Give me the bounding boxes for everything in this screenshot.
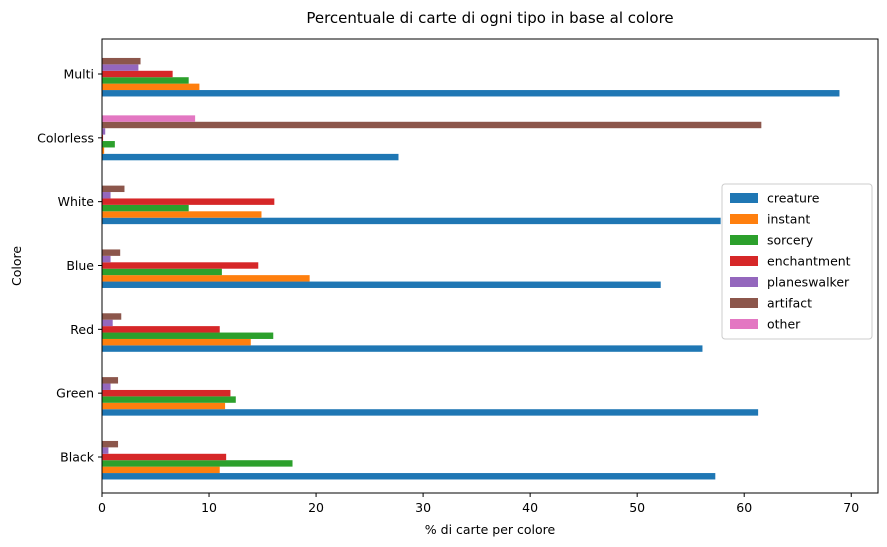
y-tick-label-blue: Blue [66,258,94,273]
bar-black-planeswalker [102,447,109,454]
x-tick-label: 30 [415,500,431,515]
bar-white-enchantment [102,198,275,205]
x-tick-label: 70 [843,500,859,515]
legend: creature instant sorcery enchantment planesw… [721,183,873,340]
bar-white-sorcery [102,204,189,212]
x-tick-label: 0 [98,500,106,515]
bar-colorless-artifact [102,121,762,129]
bar-red-creature [102,345,703,352]
bar-green-enchantment [102,389,231,397]
x-tick-label: 40 [522,500,538,515]
legend-box [721,183,873,340]
bar-blue-instant [102,275,310,282]
bars-group [102,57,840,480]
legend-swatch-other [730,319,758,329]
legend-swatch-instant [730,214,758,224]
bar-red-enchantment [102,326,220,333]
y-tick-label-red: Red [70,322,94,337]
bar-black-instant [102,466,220,474]
legend-label-other: other [767,317,801,332]
bar-white-planeswalker [102,192,111,199]
y-axis-ticks: Black Green Red Blue White Colorless Multi [37,67,102,465]
bar-multi-sorcery [102,77,189,84]
bar-green-sorcery [102,396,236,403]
legend-swatch-artifact [730,298,758,308]
bar-white-artifact [102,185,125,193]
y-axis-label: Colore [9,246,24,286]
bar-multi-creature [102,90,840,97]
bar-colorless-enchantment [102,134,104,142]
x-axis-label: % di carte per colore [425,522,556,537]
legend-label-instant: instant [767,212,810,227]
bar-green-creature [102,409,759,416]
bar-colorless-sorcery [102,141,115,148]
bar-multi-planeswalker [102,64,139,71]
bar-blue-artifact [102,249,121,256]
bar-red-instant [102,338,251,346]
legend-label-artifact: artifact [767,296,812,311]
bar-blue-creature [102,281,661,288]
legend-swatch-enchantment [730,256,758,266]
bar-red-planeswalker [102,319,113,327]
y-tick-label-white: White [58,194,95,209]
bar-white-creature [102,217,721,225]
x-tick-label: 50 [629,500,645,515]
y-tick-label-multi: Multi [63,67,94,82]
y-tick-label-black: Black [60,450,95,465]
bar-black-sorcery [102,460,293,467]
bar-blue-enchantment [102,262,259,269]
x-tick-label: 20 [308,500,324,515]
chart-title: Percentuale di carte di ogni tipo in bas… [306,9,673,27]
bar-colorless-creature [102,153,399,161]
bar-colorless-planeswalker [102,128,106,135]
legend-swatch-creature [730,193,758,203]
bar-multi-enchantment [102,70,173,78]
y-tick-label-colorless: Colorless [37,130,94,145]
legend-label-enchantment: enchantment [767,254,851,269]
y-tick-label-green: Green [56,386,94,401]
bar-black-artifact [102,440,119,448]
x-tick-label: 10 [201,500,217,515]
x-axis-ticks: 0 10 20 30 40 50 60 70 [98,493,859,515]
bar-green-artifact [102,377,119,384]
bar-multi-artifact [102,57,141,65]
legend-label-creature: creature [767,191,820,206]
bar-green-instant [102,402,226,410]
bar-blue-sorcery [102,268,222,276]
bar-red-artifact [102,313,122,320]
bar-black-creature [102,473,716,480]
bar-green-planeswalker [102,383,111,390]
legend-swatch-planeswalker [730,277,758,287]
bar-red-sorcery [102,332,274,339]
bar-black-enchantment [102,453,227,461]
bar-blue-planeswalker [102,255,111,263]
bar-multi-instant [102,83,200,91]
bar-colorless-instant [102,147,105,154]
bar-white-instant [102,211,262,218]
bar-colorless-other [102,115,196,122]
legend-swatch-sorcery [730,235,758,245]
legend-label-planeswalker: planeswalker [767,275,850,290]
legend-label-sorcery: sorcery [767,233,814,248]
x-tick-label: 60 [736,500,752,515]
